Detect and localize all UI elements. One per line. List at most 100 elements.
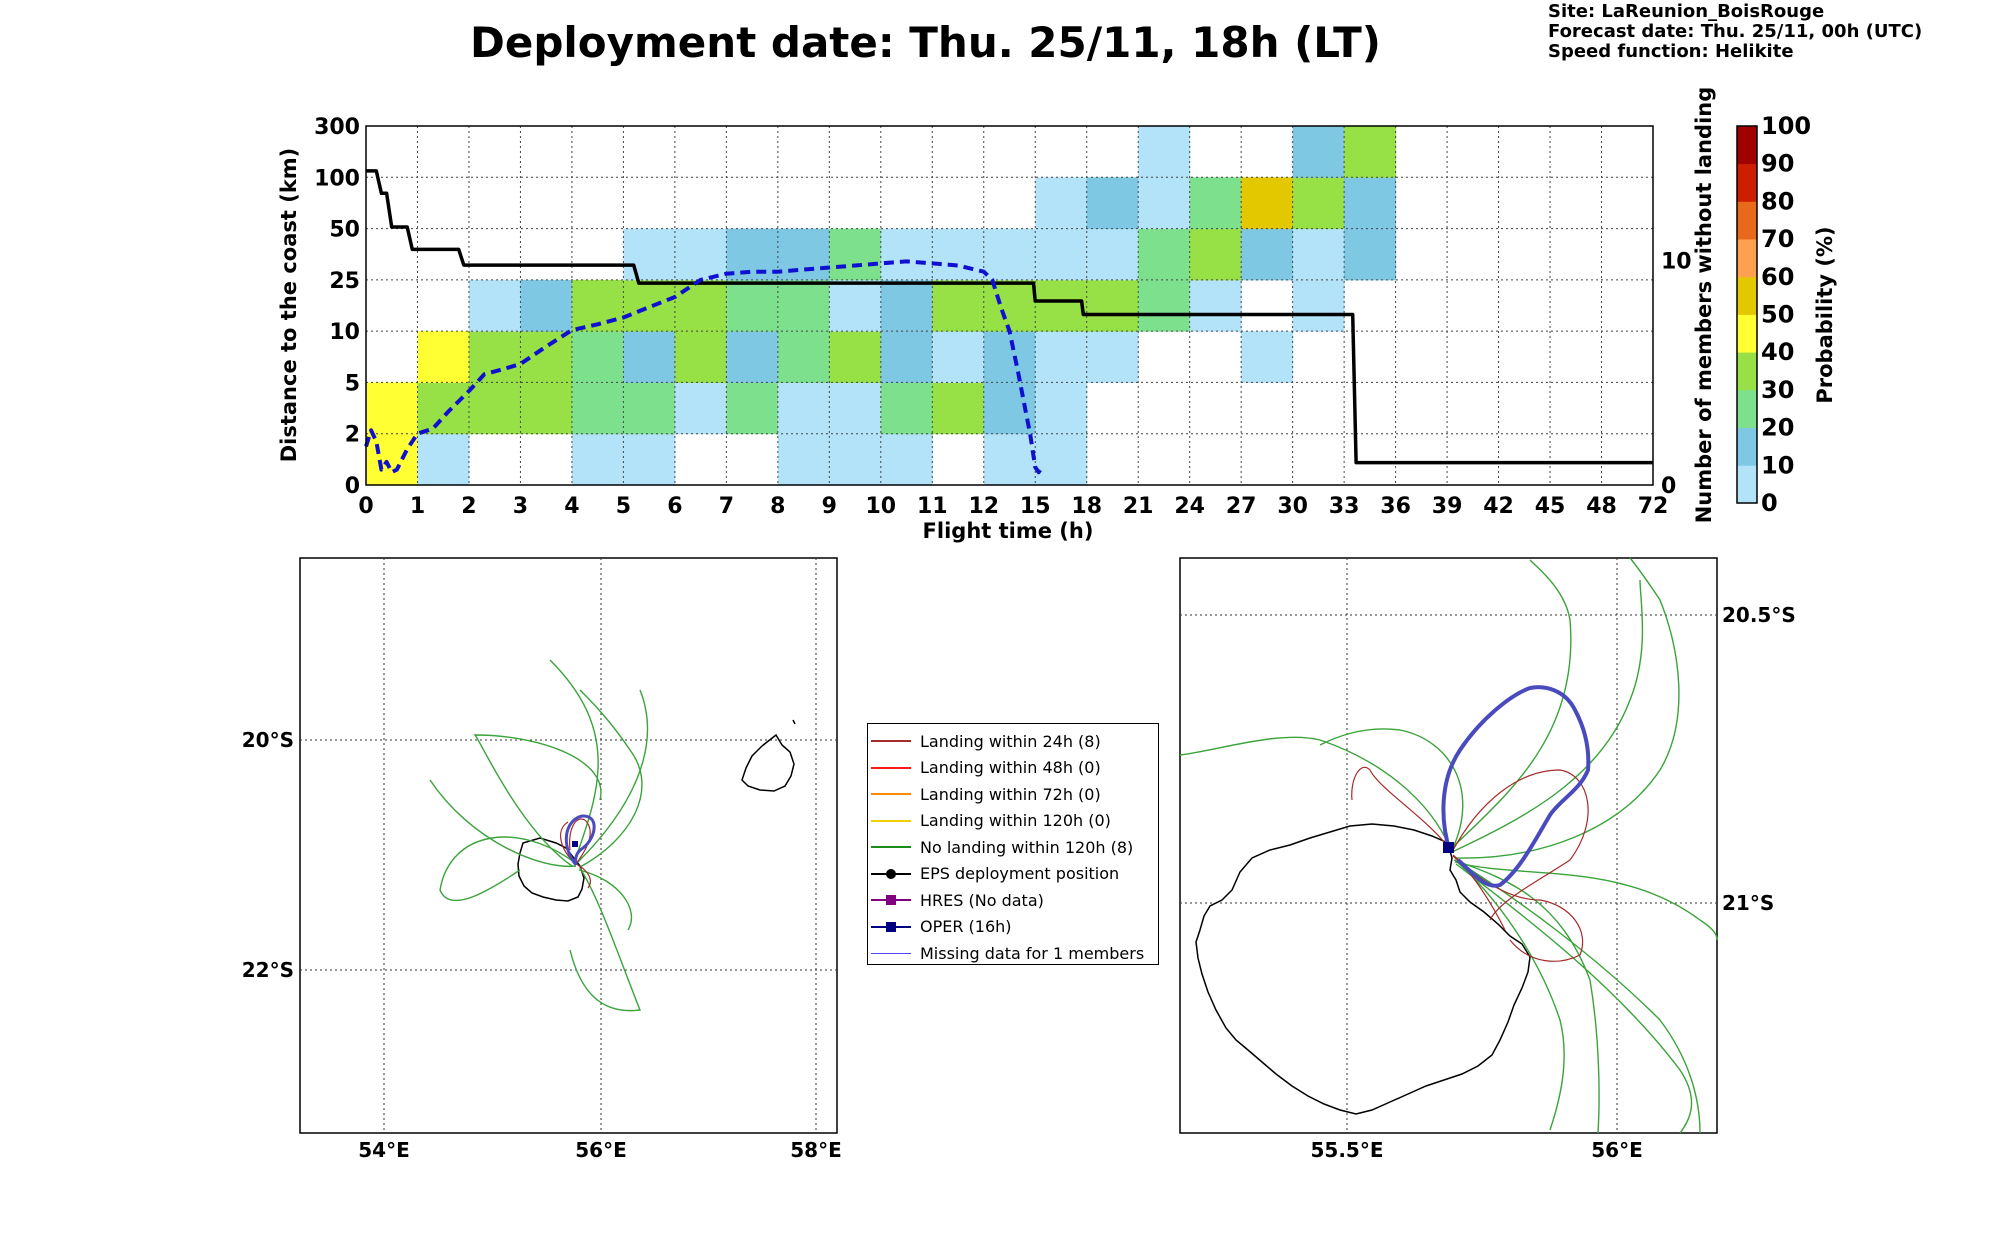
trajectory-no-landing (1454, 859, 1701, 1134)
heatmap-cell (983, 279, 1036, 332)
x-tick-label: 18 (1071, 494, 1102, 519)
x-tick-label: 9 (822, 494, 837, 519)
x-tick-label: 5 (616, 494, 631, 519)
legend-line-icon (871, 740, 911, 743)
heatmap-cell (1086, 279, 1139, 332)
heatmap-cell (571, 382, 624, 435)
legend-item: Landing within 120h (0) (868, 808, 1158, 835)
heatmap-cell (674, 228, 727, 281)
x-tick-label: 48 (1586, 494, 1617, 519)
forecast-meta: Site: LaReunion_BoisRouge Forecast date:… (1548, 2, 1922, 62)
legend-label: Missing data for 1 members (920, 943, 1145, 963)
y2-tick-label: 10 (1661, 250, 1692, 275)
colorbar-tick-label: 60 (1761, 263, 1794, 291)
heatmap-cell (1292, 126, 1345, 178)
x-tick-label: 33 (1329, 494, 1360, 519)
heatmap-cell (1189, 228, 1242, 281)
heatmap-cell (1035, 228, 1088, 281)
colorbar-swatch (1737, 163, 1757, 202)
oper-trajectory (1441, 685, 1591, 888)
legend-item: EPS deployment position (868, 861, 1158, 888)
legend-swatch (871, 867, 911, 881)
longitude-label: 54°E (358, 1138, 410, 1162)
heatmap-cell (1138, 126, 1191, 178)
x-tick-label: 2 (461, 494, 476, 519)
colorbar-tick-label: 40 (1761, 338, 1794, 366)
heatmap-cell (932, 279, 985, 332)
reunion-coastline-detail (1195, 823, 1531, 1115)
circle-marker-icon (886, 868, 896, 879)
heatmap-cell (777, 228, 830, 281)
x-tick-label: 24 (1174, 494, 1205, 519)
y-tick-label: 10 (329, 320, 360, 345)
colorbar-swatch (1737, 239, 1757, 278)
x-tick-label: 8 (770, 494, 785, 519)
speed-function-label: Speed function: Helikite (1548, 41, 1794, 62)
y2-axis-label: Number of members without landing (1692, 87, 1716, 524)
x-tick-labels: 0 1 2 3 4 5 6 7 8 9 10 11 12 15 18 21 24 27 30 33 36 39 42 45 48… (358, 494, 1668, 519)
heatmap-cell (1138, 228, 1191, 281)
latitude-label: 22°S (242, 958, 294, 982)
trajectory-no-landing (569, 867, 641, 1012)
legend-item: OPER (16h) (868, 914, 1158, 941)
trajectory-no-landing (578, 869, 633, 931)
heatmap-cell (468, 279, 521, 332)
trajectory-no-landing (1453, 859, 1600, 1134)
legend-line-icon (871, 953, 911, 955)
heatmap-cell (726, 382, 779, 435)
heatmap-cell (417, 433, 470, 486)
x-tick-label: 27 (1226, 494, 1257, 519)
colorbar-tick-label: 20 (1761, 414, 1794, 442)
heatmap-cell (1086, 177, 1139, 230)
heatmap-cell (726, 228, 779, 281)
x-tick-label: 4 (564, 494, 579, 519)
colorbar-swatch (1737, 389, 1757, 428)
heatmap-cell (777, 382, 830, 435)
left-map-tick-labels: 54°E 56°E 58°E 20°S 22°S (242, 728, 842, 1162)
heatmap-cell (1035, 177, 1088, 230)
heatmap-cell (1344, 126, 1397, 178)
x-tick-label: 7 (719, 494, 734, 519)
heatmap-cell (1138, 279, 1191, 332)
heatmap-cell (1035, 279, 1088, 332)
longitude-label: 56°E (1591, 1138, 1643, 1162)
y-axis-label: Distance to the coast (km) (277, 148, 301, 463)
legend-item: HRES (No data) (868, 887, 1158, 914)
heatmap-cells (366, 126, 1397, 486)
legend-swatch (871, 814, 911, 828)
legend-label: HRES (No data) (920, 890, 1044, 910)
site-label: Site: LaReunion_BoisRouge (1548, 1, 1825, 22)
heatmap-cell (1344, 177, 1397, 230)
colorbar-tick-label: 50 (1761, 301, 1794, 329)
colorbar-swatch (1737, 276, 1757, 315)
left-map: 54°E 56°E 58°E 20°S 22°S (242, 557, 842, 1162)
heatmap-cell (983, 433, 1036, 486)
heatmap-cell (520, 279, 573, 332)
colorbar-frame (1736, 125, 1758, 504)
colorbar-swatch (1737, 126, 1757, 165)
trajectory-no-landing (439, 836, 579, 902)
x-tick-label: 1 (410, 494, 425, 519)
colorbar-tick-label: 100 (1761, 112, 1811, 140)
colorbar-tick-label: 0 (1761, 489, 1778, 517)
trajectory-landing-24h (575, 863, 591, 889)
trajectory-no-landing (1179, 736, 1451, 849)
heatmap-cell (829, 228, 882, 281)
heatmap-cell (623, 279, 676, 332)
x-tick-label: 12 (968, 494, 999, 519)
oper-trajectory (564, 814, 596, 866)
legend-label: Landing within 120h (0) (920, 811, 1111, 831)
heatmap-cell (983, 331, 1036, 383)
heatmap-cell (1241, 177, 1294, 230)
x-axis-label: Flight time (h) (923, 519, 1094, 543)
y2-tick-label: 0 (1661, 474, 1676, 499)
x-tick-label: 39 (1432, 494, 1463, 519)
colorbar-tick-label: 90 (1761, 150, 1794, 178)
trajectory-no-landing (579, 689, 643, 868)
square-marker-icon (886, 895, 896, 906)
legend-label: Landing within 48h (0) (920, 758, 1101, 778)
trajectory-no-landing (1449, 559, 1572, 851)
trajectory-no-landing (473, 734, 602, 867)
x-tick-label: 10 (865, 494, 896, 519)
